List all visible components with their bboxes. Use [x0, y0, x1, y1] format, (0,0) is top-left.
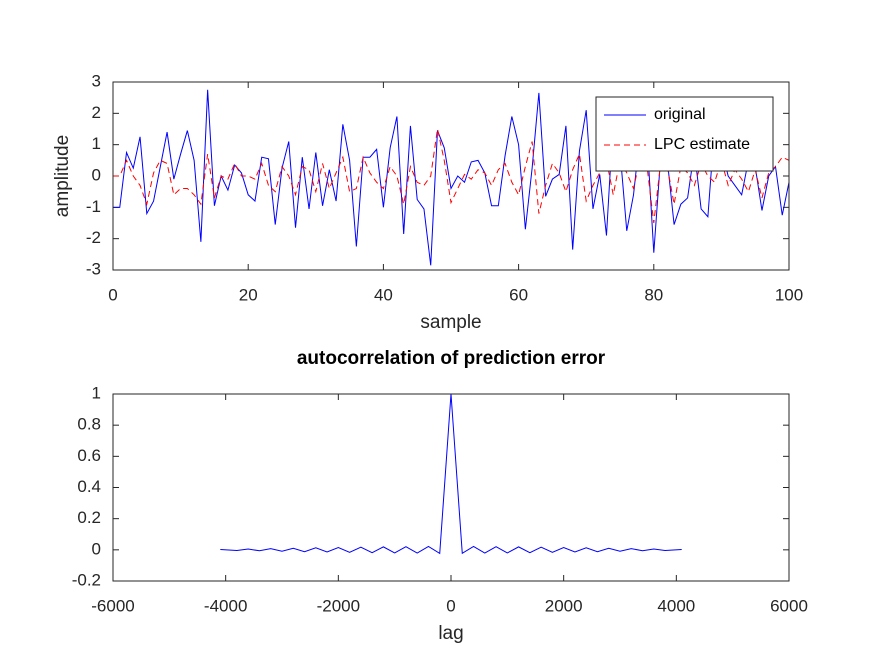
x-tick-label: 0: [108, 285, 117, 304]
y-tick-label: -2: [86, 228, 101, 247]
y-tick-label: 0.6: [77, 446, 101, 465]
plot-area: [113, 394, 789, 581]
x-tick-label: 20: [239, 285, 258, 304]
x-tick-label: 40: [374, 285, 393, 304]
legend-label: original: [654, 106, 706, 123]
data-line: [220, 394, 682, 555]
y-tick-label: -1: [86, 197, 101, 216]
y-tick-label: -0.2: [72, 570, 101, 589]
y-axis-label: amplitude: [52, 135, 73, 217]
x-tick-label: -6000: [91, 596, 134, 615]
x-tick-label: 80: [644, 285, 663, 304]
y-tick-label: -3: [86, 259, 101, 278]
y-tick-label: 1: [92, 383, 101, 402]
x-tick-label: 100: [775, 285, 803, 304]
x-tick-label: 2000: [545, 596, 583, 615]
x-tick-label: -2000: [317, 596, 360, 615]
chart-title: autocorrelation of prediction error: [297, 348, 606, 369]
legend-box: [595, 96, 774, 172]
axes-box: [112, 81, 790, 271]
data-line: [113, 89, 789, 266]
series-group: [220, 394, 682, 555]
x-tick-label: 6000: [770, 596, 808, 615]
x-axis-label: sample: [420, 312, 481, 333]
y-tick-label: 0.4: [77, 477, 101, 496]
y-tick-label: 1: [92, 134, 101, 153]
x-tick-label: -4000: [204, 596, 247, 615]
x-tick-label: 4000: [657, 596, 695, 615]
y-tick-label: 3: [92, 71, 101, 90]
axes-box: [112, 393, 790, 582]
x-tick-label: 0: [446, 596, 455, 615]
x-tick-label: 60: [509, 285, 528, 304]
y-tick-label: 0: [92, 539, 101, 558]
legend-label: LPC estimate: [654, 136, 750, 153]
data-line: [113, 128, 789, 224]
y-tick-label: 0.2: [77, 508, 101, 527]
x-axis-label: lag: [438, 623, 463, 644]
y-tick-label: 2: [92, 103, 101, 122]
y-tick-label: 0.8: [77, 415, 101, 434]
series-group: [113, 89, 789, 266]
y-tick-label: 0: [92, 165, 101, 184]
